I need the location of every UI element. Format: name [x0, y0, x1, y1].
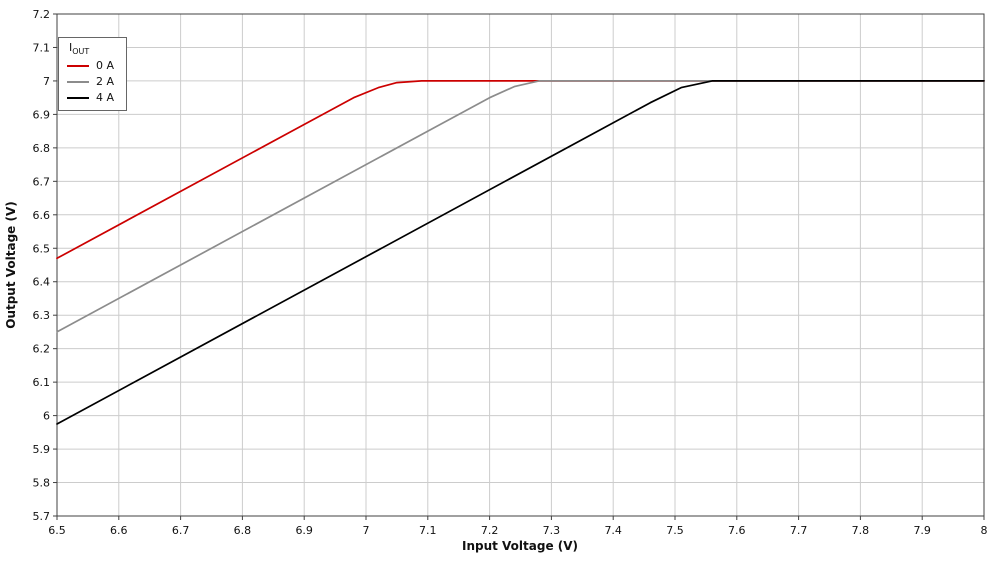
svg-text:5.7: 5.7: [33, 510, 51, 523]
svg-text:7.5: 7.5: [666, 524, 684, 537]
svg-text:5.8: 5.8: [33, 477, 51, 490]
legend-title-main: I: [69, 41, 73, 54]
svg-text:7.3: 7.3: [543, 524, 561, 537]
svg-text:7.2: 7.2: [33, 8, 51, 21]
legend-entry: 2 A: [67, 75, 114, 88]
svg-text:7.4: 7.4: [604, 524, 622, 537]
svg-text:6.9: 6.9: [33, 108, 51, 121]
legend-entry: 4 A: [67, 91, 114, 104]
svg-text:5.9: 5.9: [33, 443, 51, 456]
legend: IOUT 0 A 2 A 4 A: [58, 37, 128, 112]
svg-text:7.6: 7.6: [728, 524, 746, 537]
x-axis-title: Input Voltage (V): [461, 539, 579, 553]
legend-entry-label: 0 A: [96, 59, 115, 73]
legend-swatch-line-icon: [67, 96, 89, 99]
svg-text:6.6: 6.6: [110, 524, 128, 537]
svg-text:6.6: 6.6: [33, 209, 51, 222]
svg-text:6.7: 6.7: [172, 524, 190, 537]
svg-text:7.7: 7.7: [790, 524, 808, 537]
legend-entries: 0 A 2 A 4 A: [67, 59, 114, 104]
svg-text:6.9: 6.9: [295, 524, 313, 537]
svg-text:6: 6: [43, 410, 50, 423]
legend-entry-label: 2 A: [96, 75, 115, 89]
y-axis-title: Output Voltage (V): [4, 201, 18, 329]
svg-text:7: 7: [43, 75, 50, 88]
legend-title-sub: OUT: [72, 47, 90, 57]
svg-text:7.1: 7.1: [33, 41, 51, 54]
legend-entry-label: 4 A: [96, 91, 115, 105]
svg-text:6.2: 6.2: [33, 343, 51, 356]
svg-text:7.1: 7.1: [419, 524, 437, 537]
svg-text:7.9: 7.9: [913, 524, 931, 537]
svg-text:8: 8: [981, 524, 988, 537]
legend-entry: 0 A: [67, 59, 114, 72]
svg-text:6.5: 6.5: [48, 524, 66, 537]
svg-text:6.4: 6.4: [33, 276, 51, 289]
svg-text:6.3: 6.3: [33, 309, 51, 322]
legend-swatch-line-icon: [67, 64, 89, 67]
svg-text:6.1: 6.1: [33, 376, 51, 389]
svg-text:7: 7: [363, 524, 370, 537]
svg-text:6.5: 6.5: [33, 242, 51, 255]
svg-text:6.7: 6.7: [33, 175, 51, 188]
svg-text:6.8: 6.8: [33, 142, 51, 155]
svg-text:7.8: 7.8: [852, 524, 870, 537]
svg-text:6.8: 6.8: [234, 524, 252, 537]
svg-text:7.2: 7.2: [481, 524, 499, 537]
legend-swatch-line-icon: [67, 80, 89, 83]
legend-title: IOUT: [69, 41, 114, 56]
